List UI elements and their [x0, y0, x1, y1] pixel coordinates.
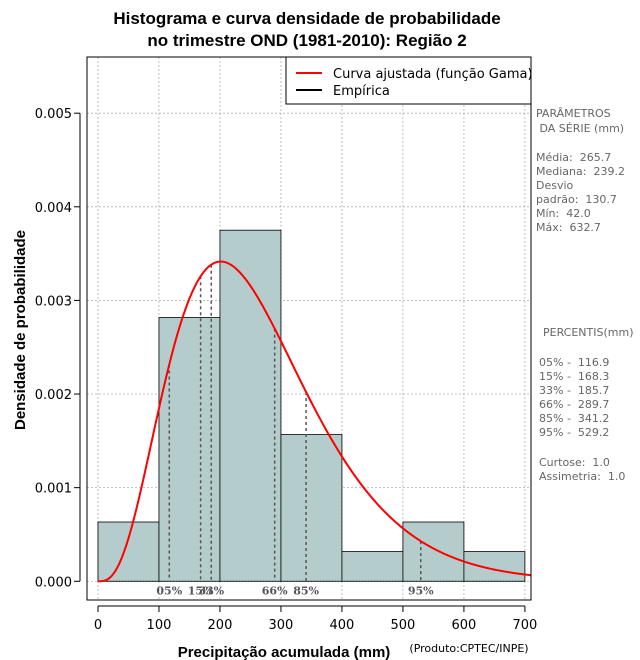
x-tick-label-5: 500: [391, 618, 416, 633]
percentile-85: 85% - 341.2: [539, 412, 609, 425]
x-tick-label-3: 300: [269, 618, 294, 633]
param-std: padrão: 130.7: [536, 193, 617, 206]
param-mean: Média: 265.7: [536, 151, 611, 164]
x-axis-title: Precipitação acumulada (mm): [178, 644, 391, 660]
param-median: Mediana: 239.2: [536, 165, 625, 178]
x-axis: 0 100 200 300 400 500 600 700: [94, 605, 537, 633]
histogram-bar-5: [402, 521, 465, 582]
percentile-label-1: 15%: [188, 584, 214, 597]
y-tick-label-1: 0.001: [35, 482, 72, 497]
percentiles-title: PERCENTIS(mm): [543, 326, 634, 339]
x-tick-label-2: 200: [208, 618, 233, 633]
percentiles-panel: PERCENTIS(mm) 05% - 116.9 15% - 168.3 33…: [539, 326, 634, 483]
parameters-title: PARÂMETROS: [536, 107, 611, 120]
y-tick-label-4: 0.004: [35, 201, 72, 216]
histogram-bar-4: [341, 551, 404, 582]
percentile-33: 33% - 185.7: [539, 384, 609, 397]
y-tick-label-0: 0.000: [35, 575, 72, 590]
x-tick-label-6: 600: [451, 618, 476, 633]
param-max: Máx: 632.7: [536, 221, 601, 234]
gamma-curve: [97, 260, 532, 583]
histogram-bars: [97, 229, 526, 582]
x-tick-label-4: 400: [330, 618, 355, 633]
percentile-05: 05% - 116.9: [539, 356, 609, 369]
parameters-panel: PARÂMETROS DA SÉRIE (mm) Média: 265.7 Me…: [536, 107, 625, 234]
fitted-curve: [97, 260, 532, 583]
y-axis-title: Densidade de probabilidade: [12, 230, 29, 430]
percentile-lines: [168, 264, 422, 582]
y-axis: 0.000 0.001 0.002 0.003 0.004 0.005: [35, 107, 81, 590]
x-tick-label-0: 0: [94, 618, 102, 633]
x-tick-label-7: 700: [512, 618, 537, 633]
percentile-labels: 05% 15%33% 66% 85% 95%: [156, 584, 434, 597]
chart-title-line1: Histograma e curva densidade de probabil…: [113, 9, 500, 28]
chart-title-line2: no trimestre OND (1981-2010): Região 2: [147, 31, 466, 50]
legend-box: [285, 56, 532, 105]
x-tick-label-1: 100: [147, 618, 172, 633]
y-tick-label-5: 0.005: [35, 107, 72, 122]
param-min: Mín: 42.0: [536, 207, 591, 220]
legend-label-empirical: Empírica: [333, 84, 390, 99]
percentile-label-2: 33%: [198, 584, 224, 597]
percentile-label-0: 05%: [156, 584, 182, 597]
y-tick-label-3: 0.003: [35, 294, 72, 309]
percentile-label-3: 66%: [262, 584, 288, 597]
percentile-label-5: 95%: [408, 584, 434, 597]
legend-label-curve: Curva ajustada (função Gama): [333, 67, 533, 82]
percentile-66: 66% - 289.7: [539, 398, 609, 411]
stat-skewness: Assimetria: 1.0: [539, 470, 625, 483]
y-tick-label-2: 0.002: [35, 388, 72, 403]
parameters-subtitle: DA SÉRIE (mm): [536, 122, 624, 135]
stat-kurtosis: Curtose: 1.0: [539, 456, 610, 469]
percentile-label-4: 85%: [293, 584, 319, 597]
histogram-bar-2: [219, 229, 282, 582]
histogram-bar-6: [463, 551, 526, 582]
percentile-15: 15% - 168.3: [539, 370, 609, 383]
legend: Curva ajustada (função Gama) Empírica: [285, 56, 533, 105]
histogram-bar-0: [97, 521, 160, 582]
percentile-95: 95% - 529.2: [539, 426, 609, 439]
histogram-bar-3: [280, 434, 343, 582]
credit-text: (Produto:CPTEC/INPE): [409, 642, 528, 655]
param-std-label: Desvio: [536, 179, 574, 192]
